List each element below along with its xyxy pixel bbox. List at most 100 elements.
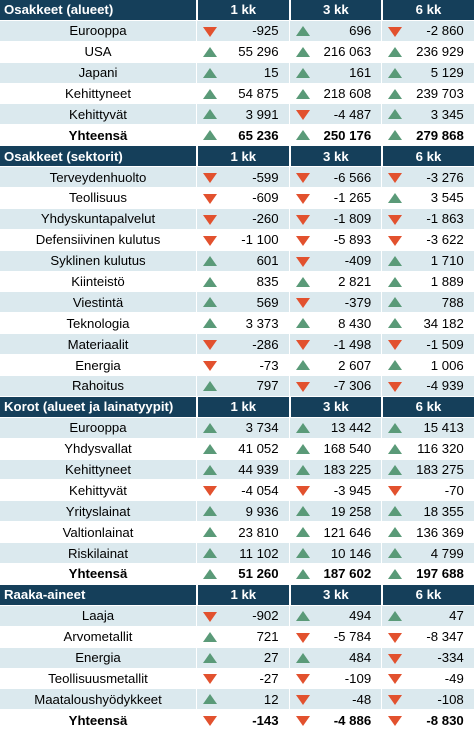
value-cell: 65 236 — [196, 125, 289, 146]
section-1: Osakkeet (sektorit) 1 kk 3 kk 6 kk Terveyden… — [0, 146, 474, 397]
value-cell: 279 868 — [381, 125, 474, 146]
value-text: -599 — [252, 169, 279, 185]
triangle-up-icon — [388, 276, 403, 287]
column-header: 6 kk — [381, 0, 474, 20]
value-text: -8 830 — [426, 712, 464, 728]
value-cell: -4 054 — [196, 480, 289, 501]
triangle-down-icon — [295, 674, 310, 685]
value-text: 569 — [256, 294, 279, 310]
value-cell: 13 442 — [288, 417, 382, 438]
value-text: -334 — [437, 650, 464, 666]
value-text: 187 602 — [323, 566, 372, 582]
triangle-down-icon — [203, 340, 217, 351]
value-text: 494 — [349, 608, 372, 624]
triangle-up-icon — [295, 506, 310, 517]
value-cell: 1 006 — [381, 355, 474, 376]
triangle-up-icon — [388, 527, 403, 538]
table-row: Rahoitus 797 -7 306 -4 939 — [0, 376, 474, 397]
triangle-up-icon — [295, 130, 310, 141]
triangle-up-icon — [203, 255, 217, 266]
value-cell: 2 821 — [288, 271, 382, 292]
table-row: Yhdysvallat 41 052 168 540 116 320 — [0, 438, 474, 460]
row-label: Yhteensä — [68, 566, 128, 582]
triangle-down-icon — [203, 193, 217, 204]
value-text: -108 — [437, 691, 464, 707]
value-cell: 3 991 — [196, 104, 289, 125]
value-cell: 236 929 — [381, 41, 474, 62]
triangle-up-icon — [388, 568, 403, 579]
triangle-down-icon — [203, 674, 217, 685]
table-row: Riskilainat 11 102 10 146 4 799 — [0, 543, 474, 565]
row-label: USA — [84, 44, 112, 60]
value-cell: 3 373 — [196, 313, 289, 334]
value-cell: -3 276 — [381, 167, 474, 188]
value-text: 116 320 — [417, 441, 464, 457]
value-text: -48 — [352, 691, 372, 707]
triangle-up-icon — [203, 506, 217, 517]
value-text: -27 — [259, 670, 279, 686]
triangle-down-icon — [203, 486, 217, 497]
value-cell: -3 622 — [381, 229, 474, 250]
row-label: Rahoitus — [71, 378, 125, 394]
value-cell: 721 — [196, 626, 289, 647]
value-cell: -7 306 — [288, 376, 382, 396]
table-row: Teollisuus -609 -1 265 3 545 — [0, 188, 474, 209]
triangle-up-icon — [203, 318, 217, 329]
row-label: Syklinen kulutus — [50, 253, 146, 269]
triangle-up-icon — [388, 88, 403, 99]
row-label: Yhteensä — [68, 712, 128, 728]
triangle-down-icon — [388, 486, 403, 497]
table-row: Laaja -902 494 47 — [0, 605, 474, 627]
value-text: -5 784 — [333, 629, 372, 645]
value-cell: 54 875 — [196, 83, 289, 104]
value-text: 161 — [349, 65, 372, 81]
table-row: Japani 15 161 5 129 — [0, 62, 474, 84]
value-cell: 4 799 — [381, 543, 474, 564]
value-cell: -925 — [196, 20, 289, 41]
table-row: Kehittyneet 44 939 183 225 183 275 — [0, 459, 474, 481]
table-row: Teollisuusmetallit -27 -109 -49 — [0, 668, 474, 690]
value-text: -5 893 — [333, 232, 372, 248]
triangle-up-icon — [295, 652, 310, 663]
value-cell: -260 — [196, 208, 289, 229]
row-label: Teollisuusmetallit — [48, 670, 148, 686]
value-text: 3 345 — [430, 106, 464, 122]
row-label: Kiinteistö — [71, 274, 125, 290]
section-body: Laaja -902 494 47 Arvometallit 721 -5 784 -8 34… — [0, 605, 474, 732]
value-text: 2 821 — [338, 274, 372, 290]
triangle-down-icon — [295, 486, 310, 497]
value-cell: -1 509 — [381, 334, 474, 355]
value-cell: -143 — [196, 710, 289, 731]
value-cell: 55 296 — [196, 41, 289, 62]
row-label: Maataloushyödykkeet — [34, 691, 162, 707]
value-text: 1 006 — [430, 357, 464, 373]
value-cell: 216 063 — [288, 41, 382, 62]
value-cell: -8 830 — [381, 710, 474, 731]
triangle-up-icon — [295, 88, 310, 99]
triangle-up-icon — [295, 318, 310, 329]
table-row: Teknologia 3 373 8 430 34 182 — [0, 313, 474, 335]
row-label: Yhdysvallat — [64, 441, 132, 457]
value-cell: -379 — [288, 292, 382, 313]
triangle-up-icon — [388, 610, 403, 621]
value-text: -70 — [444, 482, 464, 498]
triangle-down-icon — [203, 235, 217, 246]
triangle-up-icon — [203, 443, 217, 454]
value-text: 8 430 — [338, 315, 372, 331]
value-cell: -1 265 — [288, 188, 382, 208]
triangle-up-icon — [295, 610, 310, 621]
value-text: 27 — [263, 650, 279, 666]
table-row: Kehittyneet 54 875 218 608 239 703 — [0, 83, 474, 105]
value-cell: 15 — [196, 62, 289, 83]
value-text: -7 306 — [333, 378, 372, 394]
value-cell: 15 413 — [381, 417, 474, 438]
value-cell: 18 355 — [381, 501, 474, 522]
triangle-down-icon — [295, 632, 310, 643]
triangle-up-icon — [203, 527, 217, 538]
value-text: 601 — [256, 253, 279, 269]
value-cell: -902 — [196, 605, 289, 626]
value-cell: -48 — [288, 689, 382, 710]
value-cell: 136 369 — [381, 522, 474, 543]
value-text: -143 — [252, 712, 279, 728]
row-label: Viestintä — [72, 294, 124, 310]
